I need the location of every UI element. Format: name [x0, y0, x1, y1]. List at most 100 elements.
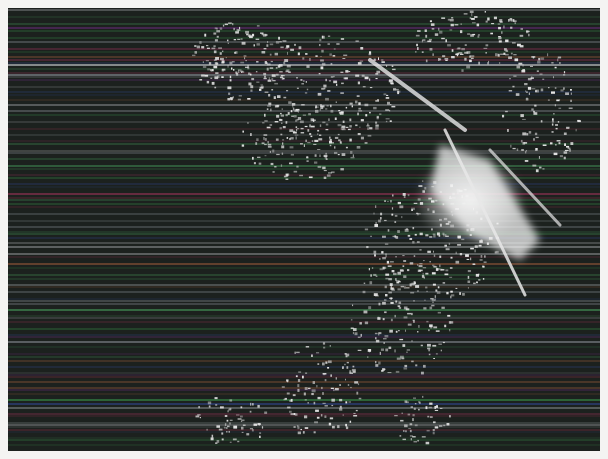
- speck: [354, 381, 359, 384]
- speck: [556, 140, 561, 142]
- speck: [404, 400, 408, 403]
- speck: [566, 126, 570, 129]
- speck: [237, 98, 241, 101]
- speck: [488, 60, 490, 63]
- speck: [517, 43, 521, 47]
- speck: [504, 48, 507, 51]
- speck: [566, 127, 570, 129]
- speck: [378, 302, 381, 306]
- speck: [279, 127, 282, 130]
- speck: [394, 214, 398, 217]
- speck: [403, 367, 408, 370]
- speck: [462, 293, 465, 296]
- speck: [305, 81, 307, 83]
- speck: [508, 19, 510, 22]
- speck: [397, 271, 401, 275]
- speck: [520, 139, 523, 143]
- speck: [311, 393, 314, 396]
- speck: [249, 35, 253, 39]
- speck: [345, 426, 349, 430]
- speck: [256, 138, 259, 141]
- speck: [389, 79, 393, 81]
- speck: [309, 58, 311, 61]
- speck: [306, 65, 310, 68]
- speck: [510, 144, 512, 148]
- speck: [245, 30, 249, 34]
- speck: [428, 38, 432, 41]
- speck: [433, 234, 436, 238]
- speck: [375, 126, 379, 130]
- speck: [330, 76, 334, 78]
- speck: [565, 92, 569, 95]
- speck: [307, 402, 309, 404]
- speck: [432, 344, 437, 347]
- speck: [337, 154, 340, 156]
- speck: [305, 53, 308, 55]
- speck: [323, 374, 326, 376]
- speck: [276, 114, 280, 118]
- speck: [280, 75, 285, 77]
- speck: [402, 344, 406, 347]
- speck: [341, 125, 346, 128]
- speck: [318, 138, 323, 141]
- speck: [299, 120, 304, 124]
- speck: [417, 47, 419, 50]
- speck: [430, 298, 434, 300]
- speck: [384, 243, 389, 245]
- speck: [281, 74, 284, 77]
- speck: [340, 127, 344, 131]
- speck: [267, 41, 269, 44]
- speck: [396, 281, 400, 284]
- speck: [300, 127, 304, 130]
- speck: [280, 46, 284, 49]
- speck: [409, 238, 413, 240]
- speck: [533, 138, 535, 141]
- speck: [310, 125, 315, 128]
- speck: [306, 88, 309, 91]
- speck: [229, 419, 233, 421]
- speck: [428, 353, 431, 356]
- speck: [564, 149, 569, 151]
- speck: [330, 387, 334, 389]
- speck: [384, 335, 389, 338]
- speck: [441, 37, 445, 40]
- speck: [262, 122, 265, 124]
- speck: [413, 397, 416, 399]
- speck: [270, 60, 273, 63]
- speck: [345, 401, 348, 404]
- speck: [296, 77, 298, 79]
- speck: [563, 74, 566, 76]
- speck: [502, 114, 505, 118]
- speck: [470, 57, 474, 59]
- speck: [422, 272, 424, 276]
- speck: [367, 134, 372, 137]
- speck: [328, 422, 332, 426]
- speck: [367, 127, 369, 130]
- speck: [327, 43, 330, 45]
- speck: [428, 406, 432, 409]
- speck: [557, 56, 562, 59]
- speck: [302, 431, 305, 434]
- speck: [433, 265, 437, 267]
- speck: [498, 26, 501, 30]
- speck: [263, 77, 267, 80]
- speck: [285, 173, 289, 177]
- speck: [233, 425, 238, 429]
- speck: [323, 154, 328, 157]
- speck: [281, 386, 285, 388]
- speck: [446, 291, 449, 295]
- speck: [305, 139, 307, 143]
- speck: [383, 342, 385, 344]
- speck: [266, 126, 271, 129]
- speck: [322, 35, 325, 39]
- speck: [493, 16, 497, 20]
- speck: [264, 61, 267, 64]
- speck: [457, 244, 461, 246]
- speck: [394, 314, 396, 318]
- speck: [314, 154, 317, 157]
- speck: [398, 301, 402, 304]
- speck: [340, 38, 345, 40]
- speck: [350, 386, 352, 389]
- speck: [253, 162, 256, 165]
- speck: [526, 150, 527, 152]
